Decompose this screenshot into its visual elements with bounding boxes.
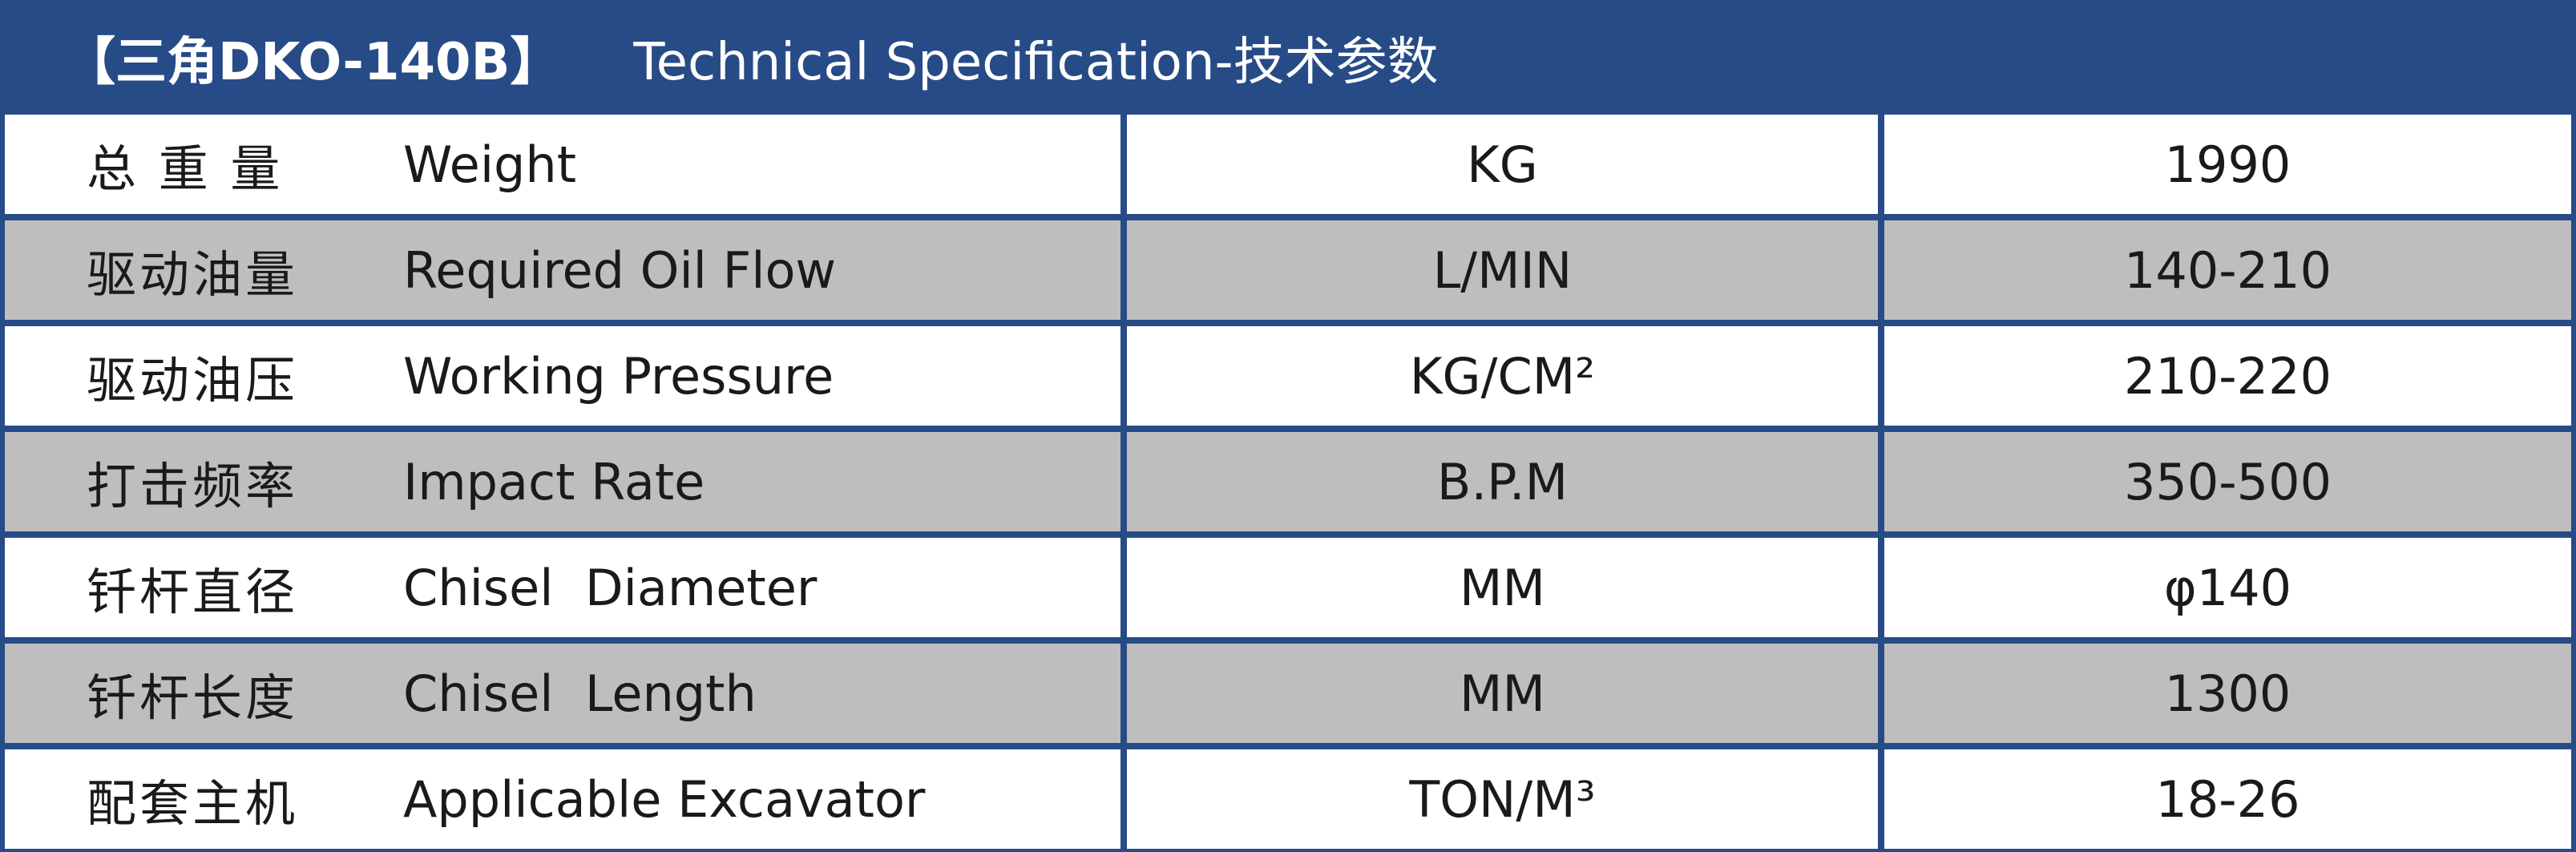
value-cell: 1300 — [1884, 644, 2571, 743]
param-name-zh: 驱动油压 — [87, 351, 299, 410]
param-name-zh: 钎杆直径 — [87, 563, 299, 621]
param-name-en: Applicable Excavator — [403, 769, 926, 829]
param-name-zh: 配套主机 — [87, 774, 299, 833]
param-name-en: Chisel Length — [403, 664, 757, 723]
param-name-en: Chisel Diameter — [403, 558, 818, 617]
table-row: 钎杆直径 Chisel Diameter MM φ140 — [5, 538, 2571, 637]
param-name-en: Impact Rate — [403, 452, 705, 511]
param-name-zh: 总 重 量 — [87, 139, 284, 198]
model-name: 【三角DKO-140B】 — [64, 32, 562, 92]
table-row: 钎杆长度 Chisel Length MM 1300 — [5, 644, 2571, 743]
param-name-cell: 驱动油量 Required Oil Flow — [5, 220, 1120, 320]
param-name-en: Required Oil Flow — [403, 240, 837, 300]
table-row: 总 重 量 Weight KG 1990 — [5, 115, 2571, 214]
param-name-cell: 配套主机 Applicable Excavator — [5, 749, 1120, 849]
value-cell: 210-220 — [1884, 326, 2571, 426]
param-name-cell: 打击频率 Impact Rate — [5, 432, 1120, 531]
table-row: 打击频率 Impact Rate B.P.M 350-500 — [5, 432, 2571, 531]
unit-cell: MM — [1127, 644, 1878, 743]
table-row: 驱动油量 Required Oil Flow L/MIN 140-210 — [5, 220, 2571, 320]
spec-table: 总 重 量 Weight KG 1990 驱动油量 Required Oil Flow… — [5, 115, 2571, 849]
value-cell: 140-210 — [1884, 220, 2571, 320]
param-name-cell: 总 重 量 Weight — [5, 115, 1120, 214]
unit-cell: TON/M³ — [1127, 749, 1878, 849]
value-cell: 350-500 — [1884, 432, 2571, 531]
unit-cell: KG — [1127, 115, 1878, 214]
param-name-cell: 钎杆长度 Chisel Length — [5, 644, 1120, 743]
unit-cell: L/MIN — [1127, 220, 1878, 320]
unit-cell: KG/CM² — [1127, 326, 1878, 426]
value-cell: φ140 — [1884, 538, 2571, 637]
value-cell: 1990 — [1884, 115, 2571, 214]
param-name-zh: 钎杆长度 — [87, 668, 299, 727]
value-cell: 18-26 — [1884, 749, 2571, 849]
param-name-cell: 驱动油压 Working Pressure — [5, 326, 1120, 426]
header-title: Technical Specification-技术参数 — [633, 32, 1439, 92]
table-row: 驱动油压 Working Pressure KG/CM² 210-220 — [5, 326, 2571, 426]
table-row: 配套主机 Applicable Excavator TON/M³ 18-26 — [5, 749, 2571, 849]
param-name-cell: 钎杆直径 Chisel Diameter — [5, 538, 1120, 637]
param-name-en: Weight — [403, 135, 577, 194]
param-name-zh: 打击频率 — [87, 457, 299, 515]
unit-cell: B.P.M — [1127, 432, 1878, 531]
unit-cell: MM — [1127, 538, 1878, 637]
param-name-en: Working Pressure — [403, 346, 834, 406]
param-name-zh: 驱动油量 — [87, 245, 299, 304]
spec-header: 【三角DKO-140B】 Technical Specification-技术参… — [0, 0, 2576, 115]
